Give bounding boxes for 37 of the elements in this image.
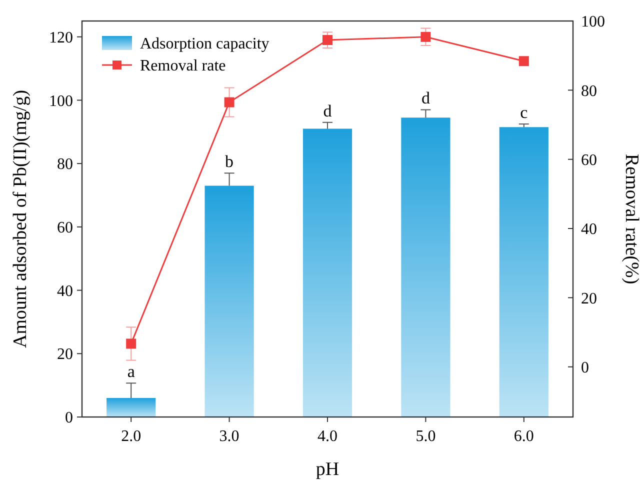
y2-axis-title: Removal rate(%) [621,154,640,284]
annotation: d [323,101,332,120]
x-tick-label: 4.0 [318,428,338,445]
annotation: c [520,102,528,122]
point [126,338,136,349]
annotation: b [225,152,234,172]
y2-tick-label: 20 [581,290,597,308]
legend-label: Adsorption capacity [140,36,270,53]
x-tick-label: 2.0 [121,428,142,445]
y-tick-label: 60 [57,220,73,237]
y-tick-label: 100 [49,92,73,110]
y-tick-label: 40 [57,282,73,300]
point [518,56,529,66]
y2-tick-label: 80 [581,82,597,100]
bar [302,128,352,417]
x-tick-label: 6.0 [514,428,534,445]
annotation: d [421,88,430,108]
y2-tick-label: 0 [581,359,589,376]
point [224,97,234,108]
annotation: a [127,362,136,382]
y-tick-label: 80 [57,156,73,174]
bar [499,127,548,417]
bar [204,186,254,417]
x-tick-label: 5.0 [416,428,436,445]
bar [401,118,450,417]
legend-label: Removal rate [140,58,226,75]
point [420,32,431,42]
x-axis-title: pH [316,459,340,480]
bar [106,398,156,417]
y2-tick-label: 60 [581,152,597,169]
y-tick-label: 120 [49,29,73,46]
y2-tick-label: 40 [581,221,597,238]
y2-tick-label: 100 [581,14,605,31]
y-tick-label: 0 [65,410,73,427]
x-tick-label: 3.0 [219,428,240,445]
y-axis-title: Amount adsorbed of Pb(II)(mg/g) [10,90,31,348]
y-tick-label: 20 [57,346,73,364]
